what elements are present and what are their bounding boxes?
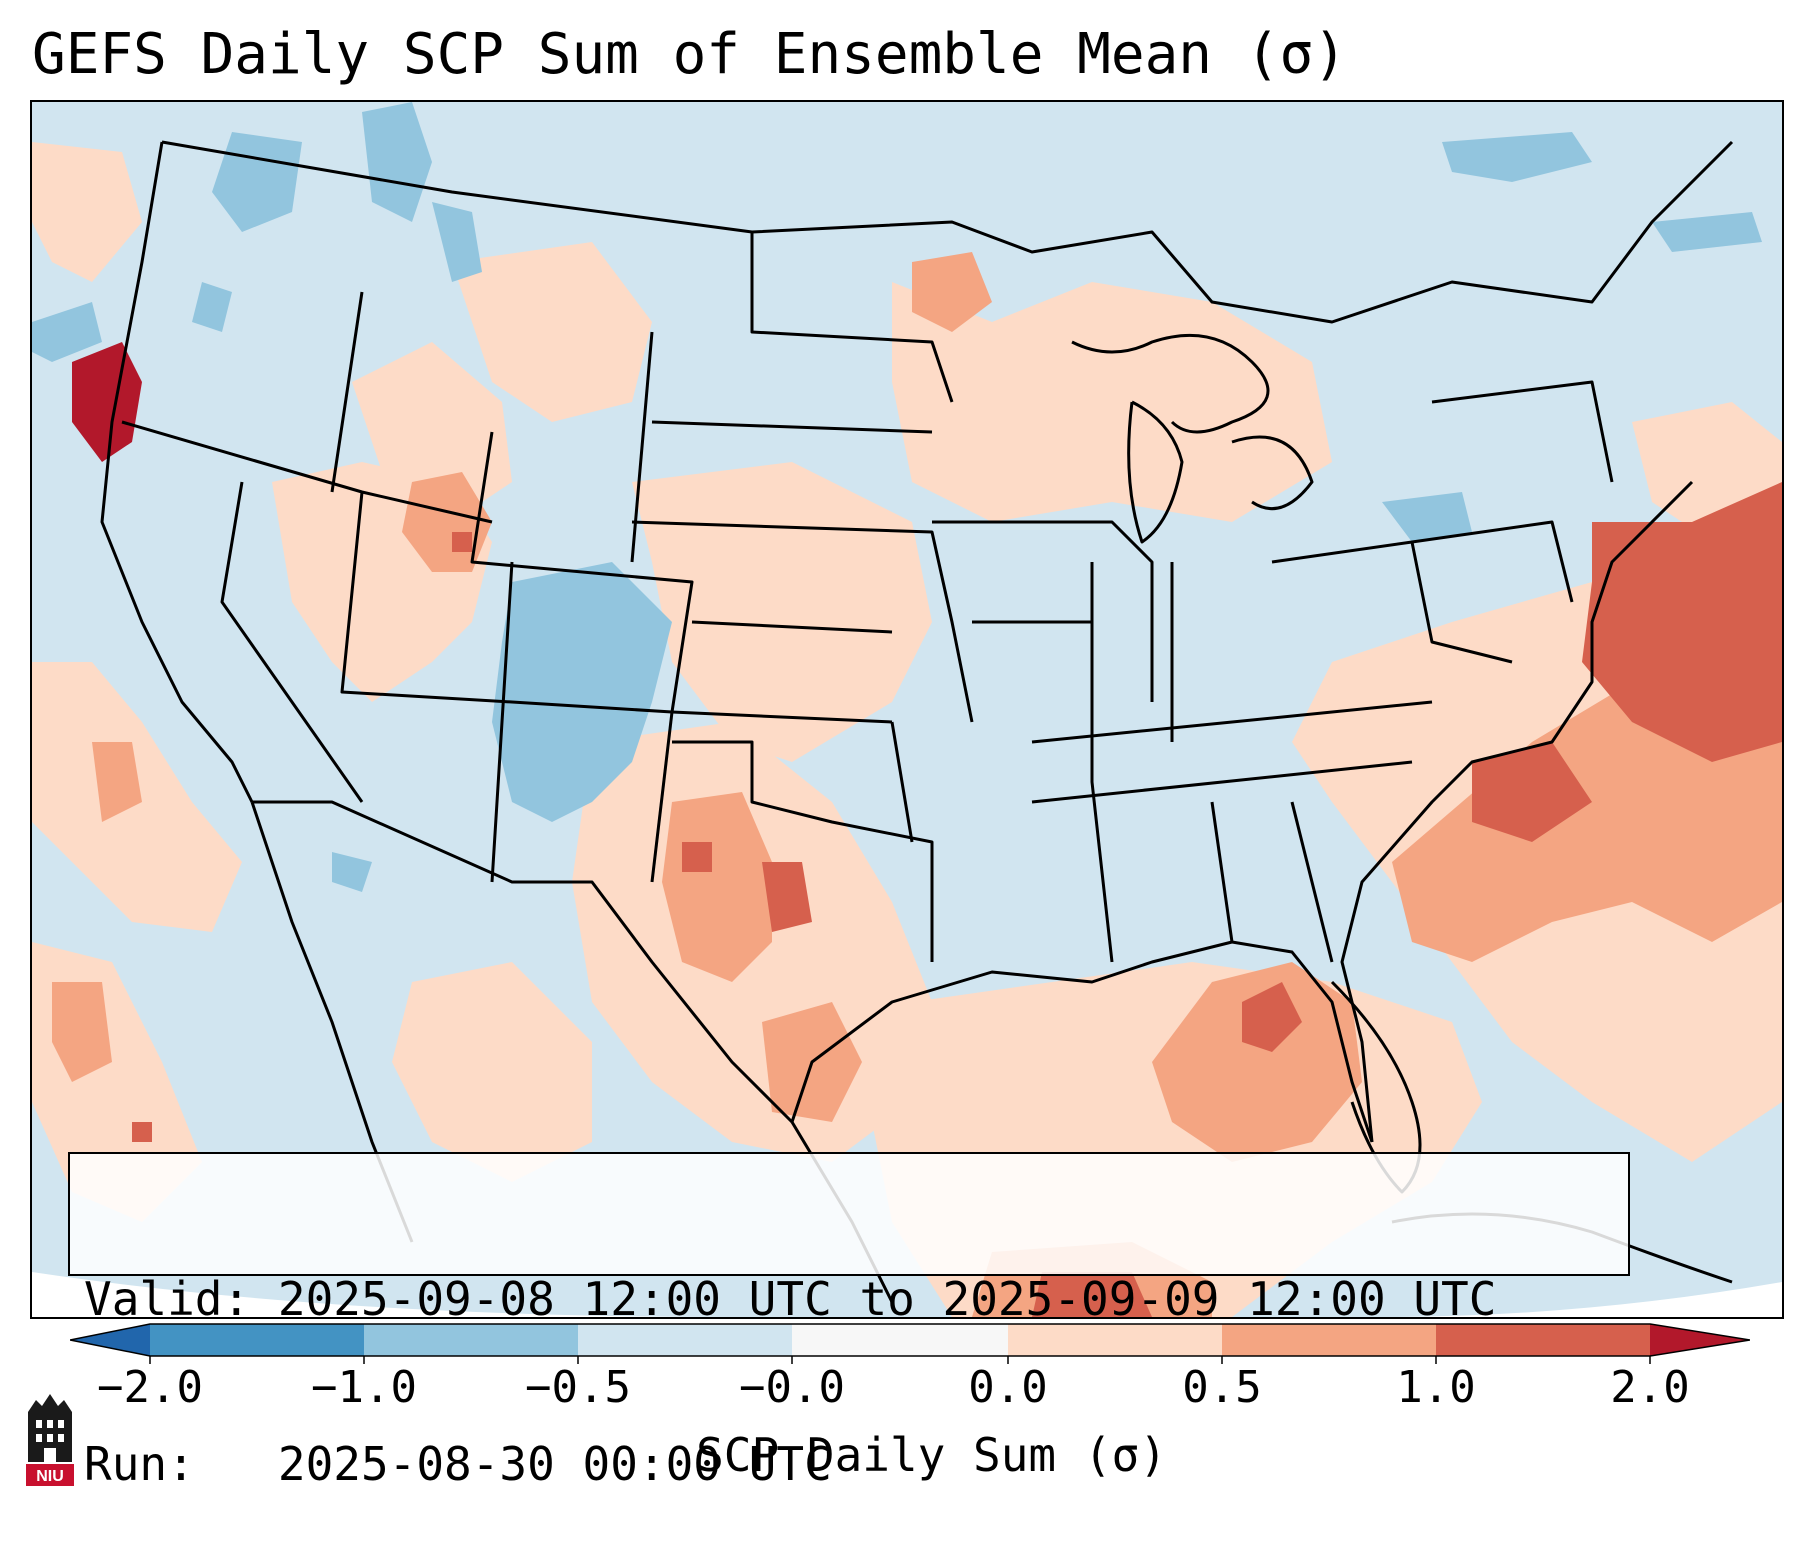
lake-huron <box>1231 435 1314 511</box>
colorbar-tick-label: −0.0 <box>739 1362 845 1413</box>
colorbar-bin <box>1008 1324 1222 1356</box>
niu-logo: NIU <box>26 1394 74 1486</box>
colorbar-bin <box>1436 1324 1650 1356</box>
colorbar-over-arrow <box>1650 1324 1750 1356</box>
positive-extreme-region <box>72 342 142 462</box>
us-canada-border <box>161 140 1734 324</box>
colorbar-under-arrow <box>70 1324 150 1356</box>
colorbar <box>70 1323 1750 1364</box>
map-svg <box>32 102 1782 1317</box>
chart-title: GEFS Daily SCP Sum of Ensemble Mean (σ) <box>32 22 1347 87</box>
colorbar-tick-label: −2.0 <box>97 1362 203 1413</box>
positive-high-regions <box>132 482 1782 1317</box>
borders <box>100 140 1734 1303</box>
projection-edge-right <box>1382 1282 1782 1317</box>
negative-regions <box>32 102 1762 892</box>
projection-edge-left <box>32 1272 732 1317</box>
colorbar-tick-label: 0.0 <box>968 1362 1048 1413</box>
logo-text: NIU <box>36 1468 64 1485</box>
run-value: 2025-08-30 00:00 UTC <box>277 1437 832 1491</box>
colorbar-tick-label: −0.5 <box>525 1362 631 1413</box>
run-label: Run: <box>84 1437 195 1491</box>
run-line: Run: 2025-08-30 00:00 UTC <box>84 1437 1614 1492</box>
colorbar-bin <box>578 1324 792 1356</box>
colorbar-tick-marks <box>149 1356 1651 1364</box>
map-panel <box>30 100 1784 1319</box>
colorbar-tick-label: 2.0 <box>1610 1362 1690 1413</box>
colorbar-tick-label: 0.5 <box>1182 1362 1262 1413</box>
valid-run-box: Valid: 2025-09-08 12:00 UTC to 2025-09-0… <box>68 1152 1630 1491</box>
gulf-coastline <box>790 940 1374 1143</box>
us-mexico-border <box>252 800 794 1124</box>
lake-superior <box>1071 333 1270 434</box>
colorbar-bin <box>364 1324 578 1356</box>
colorbar-title: SCP Daily Sum (σ) <box>696 1428 1167 1482</box>
colorbar-tick-label: −1.0 <box>311 1362 417 1413</box>
valid-value: 2025-09-08 12:00 UTC to 2025-09-09 12:00… <box>277 1272 1497 1326</box>
colorbar-bin <box>792 1324 1008 1356</box>
valid-line: Valid: 2025-09-08 12:00 UTC to 2025-09-0… <box>84 1272 1614 1327</box>
colorbar-bin <box>150 1324 364 1356</box>
colorbar-tick-label: 1.0 <box>1396 1362 1476 1413</box>
colorbar-bin <box>1222 1324 1436 1356</box>
west-coastline <box>100 141 254 803</box>
colorbar-tick-labels: −2.0 −1.0 −0.5 −0.0 0.0 0.5 1.0 2.0 <box>0 1362 1803 1422</box>
valid-label: Valid: <box>84 1272 251 1326</box>
lake-michigan <box>1127 400 1184 544</box>
east-coastline <box>1340 480 1694 1143</box>
